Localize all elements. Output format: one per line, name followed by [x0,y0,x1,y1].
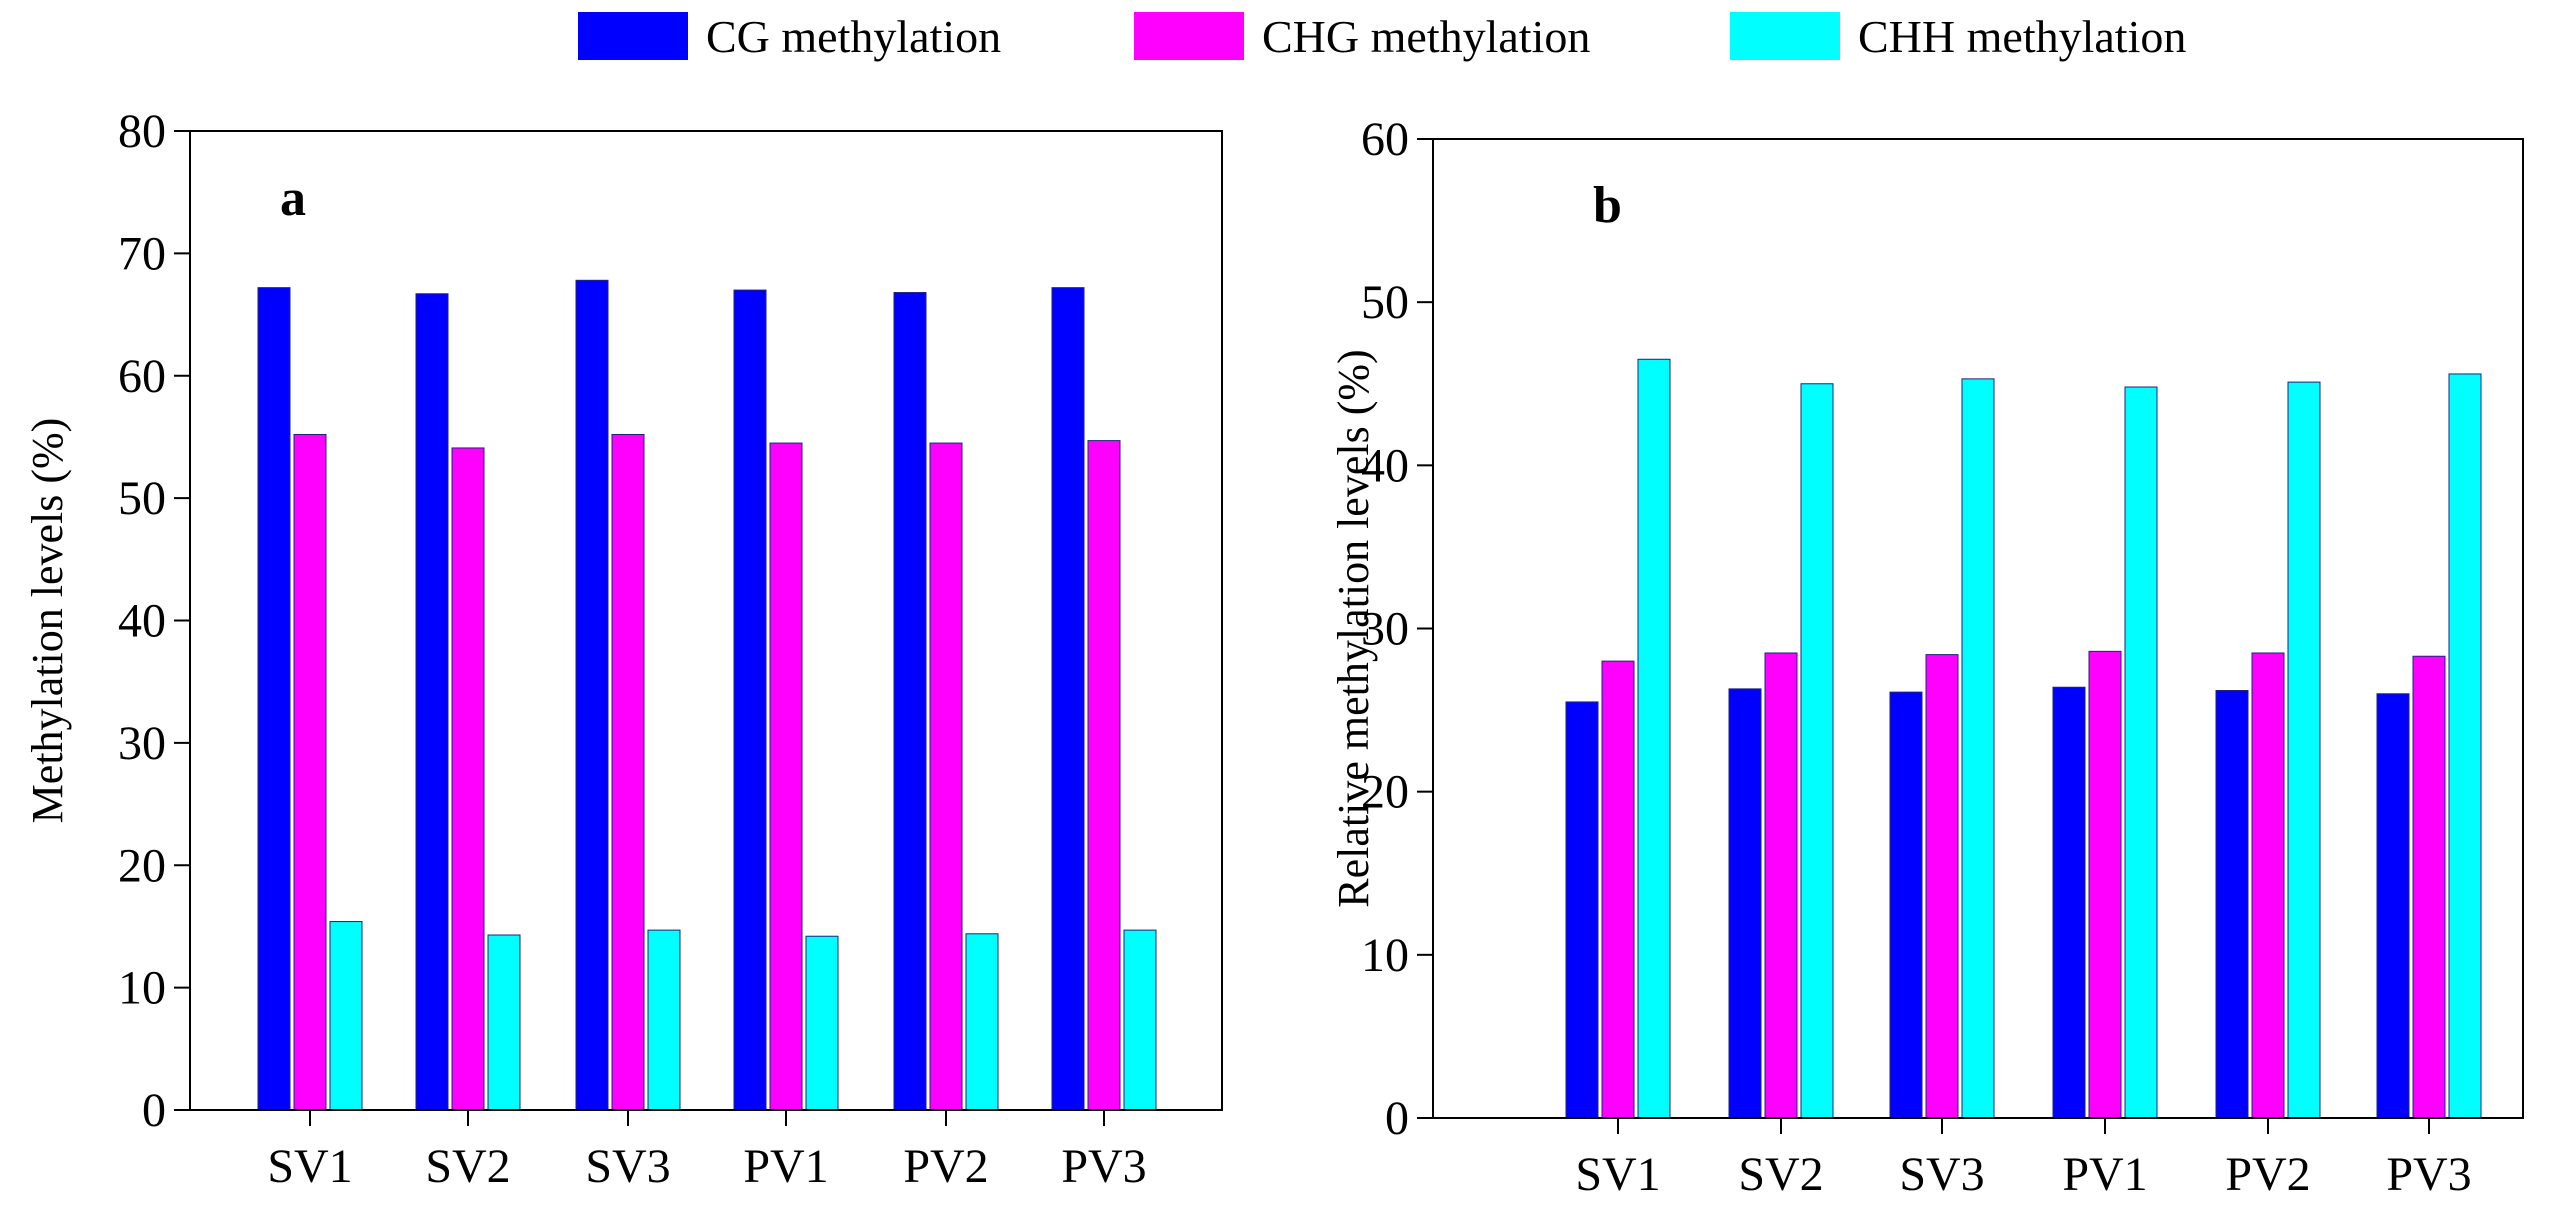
bar-a-pv2-chg [929,442,963,1111]
legend-label-cg-methylation: CG methylation [706,11,1001,62]
bar-b-pv2-chg [2251,652,2285,1119]
legend-swatch-cg-methylation [578,12,688,60]
x-tick-label-b-pv3: PV3 [2386,1148,2471,1201]
bar-a-pv1-chg [769,442,803,1111]
y-tick-label-b-40: 40 [1361,439,1409,492]
bar-b-pv3-chg [2412,655,2446,1119]
bar-a-pv2-chh [965,933,999,1111]
bar-a-sv1-cg [257,287,291,1111]
bar-b-sv3-cg [1889,691,1923,1119]
x-tick-label-b-sv1: SV1 [1575,1148,1660,1201]
x-tick-label-b-pv2: PV2 [2225,1148,2310,1201]
x-tick-label-b-sv3: SV3 [1899,1148,1984,1201]
bar-a-sv2-chh [487,934,521,1111]
bar-a-sv1-chh [329,921,363,1111]
bar-b-pv3-chh [2448,373,2482,1119]
bar-a-sv1-chg [293,433,327,1111]
bar-b-pv1-cg [2052,686,2086,1119]
bar-a-pv3-chh [1123,929,1157,1111]
y-tick-label-a-0: 0 [142,1084,166,1137]
y-tick-label-b-20: 20 [1361,766,1409,819]
legend-swatch-chh-methylation [1730,12,1840,60]
bar-b-sv2-chh [1800,383,1834,1119]
y-tick-label-a-50: 50 [118,472,166,525]
y-tick-label-a-40: 40 [118,595,166,648]
y-tick-label-b-30: 30 [1361,603,1409,656]
legend-label-chh-methylation: CHH methylation [1858,11,2186,62]
bar-b-pv1-chh [2124,386,2158,1119]
x-tick-label-b-pv1: PV1 [2062,1148,2147,1201]
x-tick-label-a-sv1: SV1 [267,1140,352,1193]
bar-a-sv3-cg [575,279,609,1111]
bar-b-sv1-chh [1637,358,1671,1119]
bar-b-sv2-chg [1764,652,1798,1119]
x-tick-label-a-pv1: PV1 [743,1140,828,1193]
bar-a-pv2-cg [893,292,927,1111]
bar-b-sv2-cg [1728,688,1762,1119]
x-tick-label-a-sv3: SV3 [585,1140,670,1193]
y-tick-label-a-30: 30 [118,717,166,770]
y-axis-title-b: Relative methylation levels (%) [1329,349,1378,907]
x-tick-label-a-pv3: PV3 [1061,1140,1146,1193]
y-tick-label-b-10: 10 [1361,929,1409,982]
bar-b-sv3-chh [1961,378,1995,1119]
y-tick-label-a-20: 20 [118,839,166,892]
bar-b-sv1-chg [1601,660,1635,1119]
y-tick-label-a-80: 80 [118,105,166,158]
bar-b-sv1-cg [1565,701,1599,1119]
y-tick-label-a-10: 10 [118,962,166,1015]
panel-b: 0 10 20 30 40 50 60 SV1 SV2 SV3 PV1 PV2 PV3 b Relative… [1329,113,2524,1201]
panel-a: 0 10 20 30 40 50 60 70 80 SV1 SV2 SV3 PV1 PV2 PV3 a Meth… [23,105,1223,1193]
panel-letter-a: a [280,170,306,227]
x-tick-label-a-sv2: SV2 [425,1140,510,1193]
legend-label-chg-methylation: CHG methylation [1262,11,1590,62]
bar-a-sv2-chg [451,447,485,1111]
y-tick-label-b-0: 0 [1385,1092,1409,1145]
legend-swatch-chg-methylation [1134,12,1244,60]
bar-a-pv1-chh [805,935,839,1111]
y-tick-label-b-60: 60 [1361,113,1409,166]
x-tick-label-a-pv2: PV2 [903,1140,988,1193]
bar-a-sv2-cg [415,293,449,1111]
y-tick-label-b-50: 50 [1361,276,1409,329]
bar-a-sv3-chg [611,433,645,1111]
bar-b-sv3-chg [1925,654,1959,1119]
bar-a-pv3-cg [1051,287,1085,1111]
bar-b-pv2-cg [2215,690,2249,1119]
panel-letter-b: b [1593,177,1622,234]
y-axis-title-a: Methylation levels (%) [23,418,72,824]
bar-b-pv3-cg [2376,693,2410,1119]
bar-b-pv2-chh [2287,381,2321,1119]
x-tick-label-b-sv2: SV2 [1738,1148,1823,1201]
bar-a-pv3-chg [1087,440,1121,1111]
bar-a-pv1-cg [733,289,767,1111]
y-tick-label-a-60: 60 [118,350,166,403]
bar-a-sv3-chh [647,929,681,1111]
legend: CG methylation CHG methylation CHH methyla… [578,11,2186,62]
y-tick-label-a-70: 70 [118,227,166,280]
bar-b-pv1-chg [2088,650,2122,1119]
